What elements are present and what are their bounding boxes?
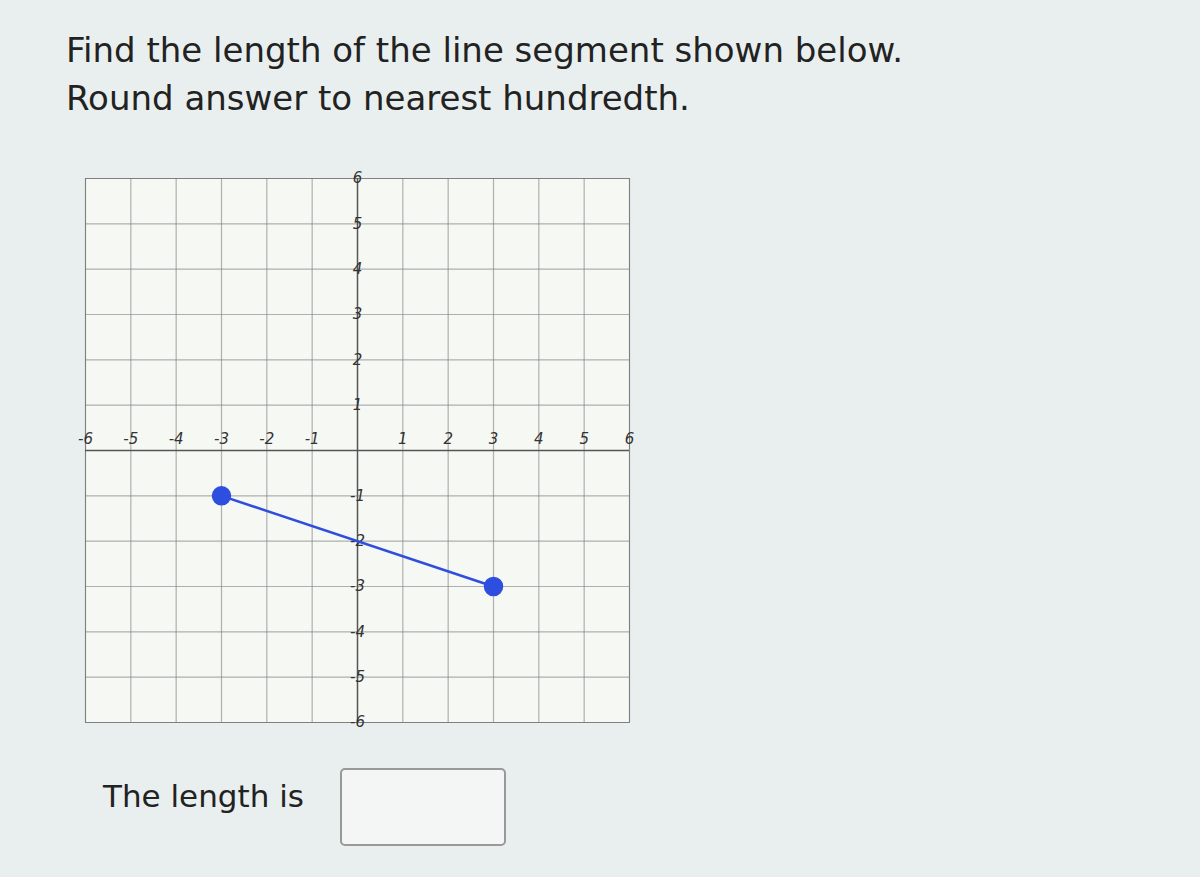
svg-text:-1: -1	[350, 487, 365, 505]
svg-text:3: 3	[353, 305, 363, 323]
svg-text:1: 1	[398, 430, 408, 448]
svg-text:6: 6	[625, 430, 635, 448]
svg-text:5: 5	[579, 430, 589, 448]
svg-text:-2: -2	[259, 430, 274, 448]
svg-text:-3: -3	[350, 577, 365, 595]
svg-text:-4: -4	[169, 430, 184, 448]
svg-text:4: 4	[534, 430, 544, 448]
svg-text:-5: -5	[350, 668, 365, 686]
html-text:Find the length of the line se: Find the length of the line segment show…	[66, 30, 903, 70]
svg-text:-4: -4	[350, 623, 365, 641]
svg-text:-1: -1	[305, 430, 320, 448]
svg-text:-6: -6	[78, 430, 93, 448]
svg-text:-2: -2	[350, 532, 365, 550]
svg-text:4: 4	[353, 260, 363, 278]
svg-text:3: 3	[489, 430, 499, 448]
html-text:The length is: The length is	[103, 778, 304, 814]
svg-text:2: 2	[353, 351, 363, 369]
svg-text:-5: -5	[123, 430, 138, 448]
svg-text:1: 1	[353, 396, 363, 414]
html-text:Round answer to nearest hundre: Round answer to nearest hundredth.	[66, 78, 690, 118]
svg-text:-6: -6	[350, 713, 365, 730]
svg-text:2: 2	[443, 430, 453, 448]
svg-text:6: 6	[353, 170, 363, 187]
svg-text:5: 5	[353, 215, 363, 233]
svg-text:-3: -3	[214, 430, 229, 448]
